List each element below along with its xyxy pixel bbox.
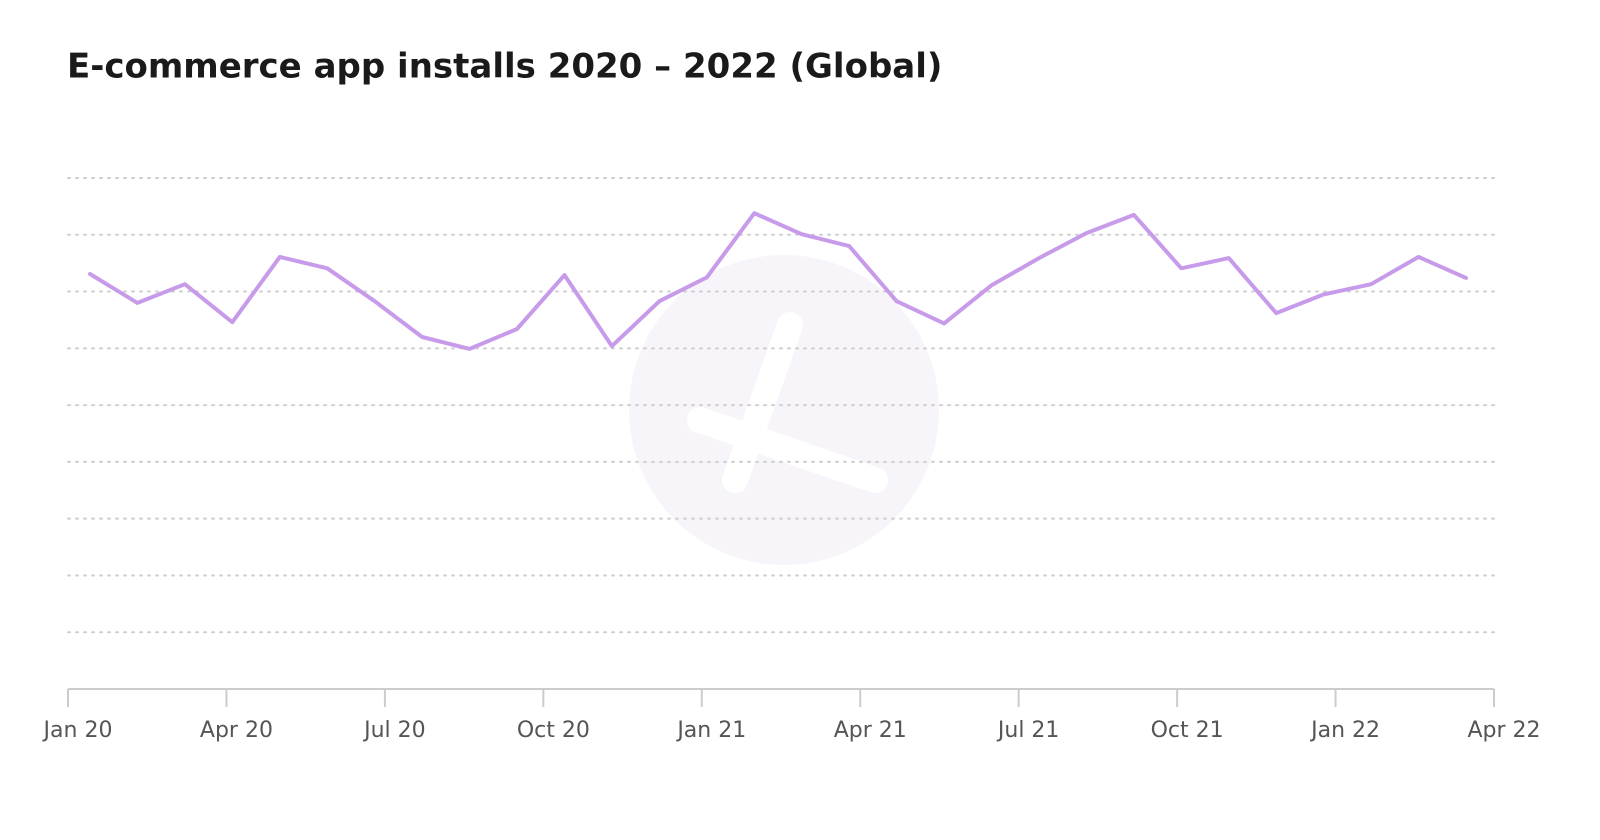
x-tick-label: Jan 22 — [1309, 718, 1380, 743]
x-tick-label: Jul 20 — [362, 718, 426, 743]
data-line — [88, 211, 1468, 351]
x-tick-label: Apr 22 — [1467, 718, 1540, 743]
x-tick-label: Jan 21 — [675, 718, 746, 743]
x-tick-label: Oct 20 — [517, 718, 590, 743]
x-tick-label: Oct 21 — [1151, 718, 1224, 743]
watermark — [629, 255, 939, 565]
x-tick-label: Jan 20 — [42, 718, 113, 743]
x-tick-label: Apr 20 — [200, 718, 273, 743]
chart-title: E-commerce app installs 2020 – 2022 (Glo… — [67, 47, 942, 87]
x-tick-label: Apr 21 — [834, 718, 907, 743]
x-tick-label: Jul 21 — [996, 718, 1060, 743]
